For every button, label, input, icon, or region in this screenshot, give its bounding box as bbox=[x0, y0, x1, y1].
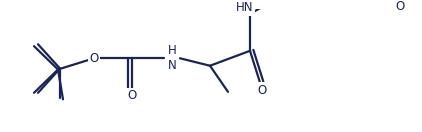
Text: O: O bbox=[395, 0, 405, 13]
Text: HN: HN bbox=[236, 1, 254, 14]
Text: H
N: H N bbox=[168, 44, 176, 72]
Text: O: O bbox=[89, 52, 99, 65]
Text: O: O bbox=[257, 84, 267, 96]
Text: O: O bbox=[127, 89, 137, 102]
